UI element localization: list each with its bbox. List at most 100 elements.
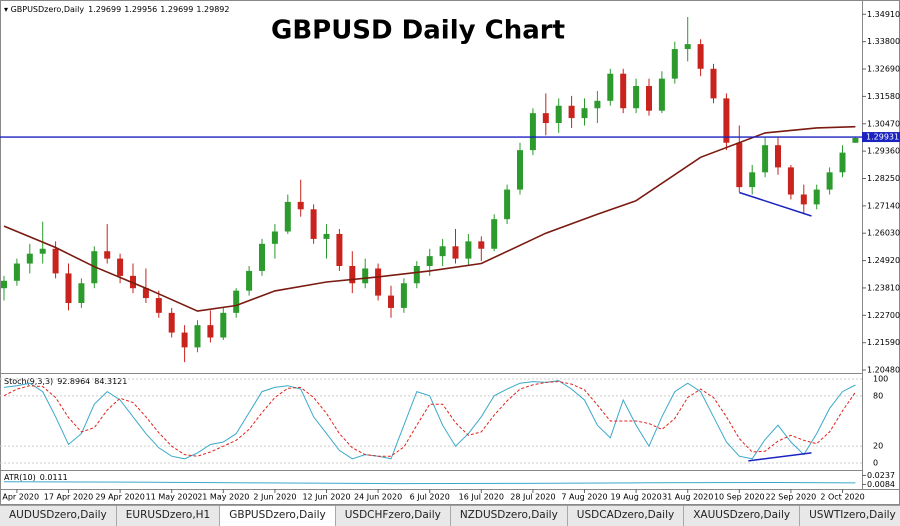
stoch-main bbox=[3, 380, 856, 460]
x-tick-label: 16 Jul 2020 bbox=[459, 493, 504, 502]
candle-body bbox=[671, 49, 678, 79]
atr-tick-label: 0.0237 bbox=[867, 471, 895, 480]
atr-tick-label: 0.0084 bbox=[867, 480, 895, 489]
y-tick-label: 1.23810 bbox=[867, 283, 900, 292]
candle-body bbox=[104, 251, 111, 259]
ohlc-close: 1.29892 bbox=[196, 5, 229, 14]
x-tick-label: 7 Aug 2020 bbox=[561, 493, 607, 502]
stoch-tick-label: 100 bbox=[873, 375, 888, 384]
candle-body bbox=[813, 189, 820, 205]
y-tick-label: 1.28250 bbox=[867, 174, 900, 183]
y-tick-label: 1.26030 bbox=[867, 229, 900, 238]
candle-body bbox=[78, 283, 85, 303]
symbol-tabs: AUDUSDzero,Daily EURUSDzero,H1 GBPUSDzero,… bbox=[0, 505, 900, 526]
candle-body bbox=[375, 268, 382, 296]
y-tick-label: 1.29360 bbox=[867, 147, 900, 156]
ohlc-low: 1.29699 bbox=[160, 5, 193, 14]
collapse-arrow: ▾ bbox=[4, 5, 11, 14]
symbol-tab[interactable]: USDCHFzero,Daily bbox=[336, 506, 451, 526]
ohlc-high: 1.29956 bbox=[124, 5, 157, 14]
y-tick-label: 1.21590 bbox=[867, 338, 900, 347]
candle-body bbox=[220, 312, 227, 338]
candle-body bbox=[194, 325, 201, 348]
symbol-tab[interactable]: GBPUSDzero,Daily bbox=[220, 506, 336, 526]
candle-body bbox=[155, 298, 162, 313]
x-tick-label: 10 Sep 2020 bbox=[714, 493, 765, 502]
candle-body bbox=[736, 142, 743, 188]
candle-body bbox=[26, 253, 33, 264]
stoch-tick-label: 20 bbox=[873, 442, 883, 451]
y-tick-label: 1.32690 bbox=[867, 65, 900, 74]
candle-body bbox=[684, 44, 691, 50]
candle-body bbox=[452, 246, 459, 259]
atr-last: 0.0111 bbox=[40, 473, 68, 482]
candle-body bbox=[620, 73, 627, 109]
price-tag-label: 1.29931 bbox=[866, 133, 899, 142]
candle-body bbox=[542, 113, 549, 124]
y-tick-label: 1.27140 bbox=[867, 201, 900, 210]
x-tick-label: 28 Jul 2020 bbox=[510, 493, 555, 502]
y-tick-label: 1.20480 bbox=[867, 366, 900, 375]
atr-name: ATR(10) bbox=[4, 473, 36, 482]
symbol-header: ▾ GBPUSDzero,Daily 1.29699 1.29956 1.29699 1… bbox=[4, 5, 229, 14]
x-tick-label: 7 Apr 2020 bbox=[0, 493, 39, 502]
y-tick-label: 1.31580 bbox=[867, 92, 900, 101]
candle-body bbox=[284, 201, 291, 232]
candle-body bbox=[749, 172, 756, 188]
candle-body bbox=[207, 325, 214, 338]
chart-title: GBPUSD Daily Chart bbox=[271, 16, 565, 46]
candle-body bbox=[400, 283, 407, 308]
candle-body bbox=[787, 167, 794, 195]
candle-body bbox=[697, 44, 704, 69]
symbol-tab[interactable]: NZDUSDzero,Daily bbox=[451, 506, 568, 526]
stoch-trendline bbox=[748, 452, 812, 462]
stoch-signal-last: 84.3121 bbox=[94, 377, 127, 386]
candle-body bbox=[413, 266, 420, 284]
candle-body bbox=[852, 138, 859, 143]
candle-body bbox=[762, 145, 769, 173]
stoch-signal bbox=[3, 381, 856, 457]
candle-body bbox=[362, 268, 369, 284]
candle-body bbox=[478, 241, 485, 249]
x-tick-label: 2 Jun 2020 bbox=[253, 493, 296, 502]
candle-body bbox=[607, 73, 614, 101]
stoch-tick-label: 0 bbox=[873, 458, 878, 467]
symbol-tab[interactable]: USDCADzero,Daily bbox=[568, 506, 685, 526]
candle-body bbox=[839, 152, 846, 173]
moving-average bbox=[3, 125, 856, 312]
x-tick-label: 12 Jun 2020 bbox=[302, 493, 350, 502]
candle-body bbox=[168, 312, 175, 333]
atr-line bbox=[3, 481, 856, 485]
x-tick-label: 29 Apr 2020 bbox=[95, 493, 144, 502]
x-tick-label: 21 May 2020 bbox=[197, 493, 249, 502]
candle-body bbox=[297, 201, 304, 210]
candle-body bbox=[271, 231, 278, 244]
candle-body bbox=[594, 100, 601, 109]
candle-body bbox=[504, 189, 511, 220]
candle-body bbox=[246, 270, 253, 291]
candle-body bbox=[259, 243, 265, 271]
y-tick-label: 1.22700 bbox=[867, 311, 900, 320]
candle-body bbox=[581, 108, 588, 119]
symbol-tab[interactable]: XAUUSDzero,Daily bbox=[684, 506, 801, 526]
x-tick-label: 6 Jul 2020 bbox=[410, 493, 450, 502]
price-tag bbox=[862, 132, 900, 143]
candle-body bbox=[181, 332, 188, 348]
y-tick-label: 1.24920 bbox=[867, 256, 900, 265]
candle-body bbox=[646, 86, 652, 111]
symbol-tab[interactable]: USWTIzero,Daily bbox=[800, 506, 900, 526]
ohlc-open: 1.29699 bbox=[88, 5, 121, 14]
candle-body bbox=[633, 86, 640, 109]
symbol-tab[interactable]: AUDUSDzero,Daily bbox=[0, 506, 117, 526]
candle-body bbox=[13, 263, 20, 281]
x-tick-label: 24 Jun 2020 bbox=[354, 493, 402, 502]
stoch-main-last: 92.8964 bbox=[57, 377, 90, 386]
x-tick-label: 22 Sep 2020 bbox=[766, 493, 817, 502]
symbol-tab[interactable]: EURUSDzero,H1 bbox=[117, 506, 221, 526]
stoch-tick-label: 80 bbox=[873, 391, 883, 400]
x-tick-label: 2 Oct 2020 bbox=[820, 493, 864, 502]
candle-body bbox=[426, 256, 433, 267]
candle-body bbox=[710, 68, 717, 99]
x-tick-label: 31 Aug 2020 bbox=[662, 493, 713, 502]
candle-body bbox=[142, 288, 149, 299]
